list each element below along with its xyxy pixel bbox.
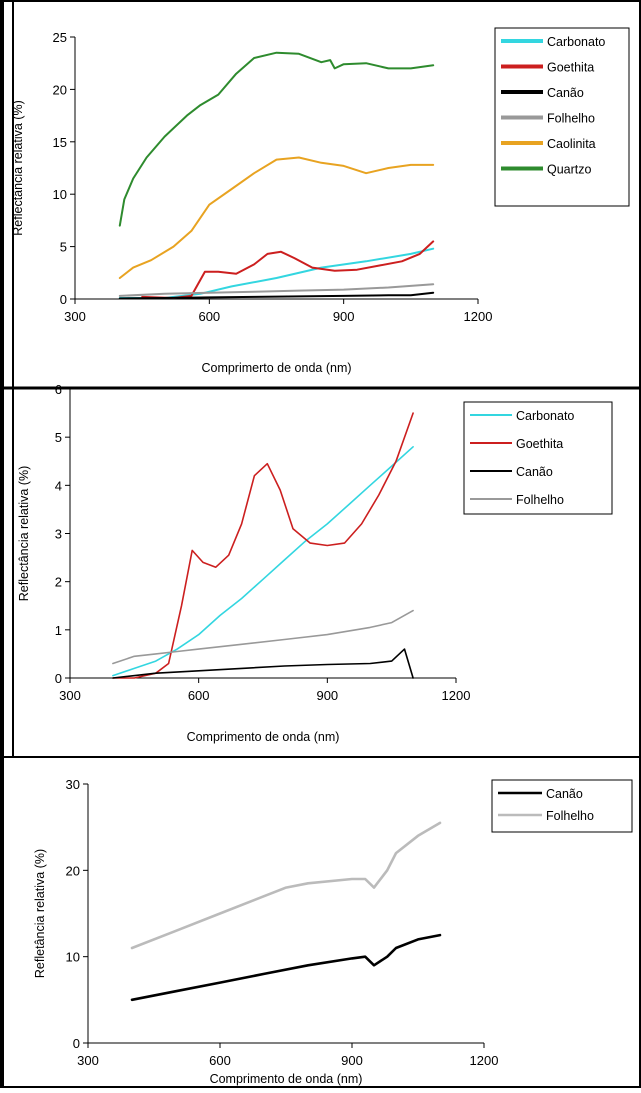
y-tick-label: 0 [73,1036,80,1051]
chart-1: 300 600 900 1200 0 5 10 15 20 25 Comprimerto de on… [11,27,630,375]
y-tick-label: 20 [53,82,67,97]
y-tick-label: 25 [53,30,67,45]
y-tick-label: 0 [60,292,67,307]
series-line-folhelho [112,609,414,665]
legend-label: Caolinita [547,137,596,151]
legend-label: Carbonato [516,409,574,423]
y-tick-label: 20 [66,863,80,878]
x-tick-label: 300 [64,309,86,324]
x-axis-label: Comprimento de onda (nm) [210,1072,363,1086]
y-tick-label: 2 [55,575,62,590]
x-tick-label: 300 [59,688,81,703]
y-tick-label: 10 [66,950,80,965]
series-line-carbonato [118,247,435,299]
x-tick-label: 600 [198,309,220,324]
y-tick-label: 5 [55,430,62,445]
y-tick-label: 15 [53,135,67,150]
y-axis-label: Refletância relativa (%) [33,849,47,978]
series-line-canão [112,648,414,679]
y-tick-label: 30 [66,777,80,792]
legend-box [491,779,633,833]
legend-label: Folhelho [547,112,595,126]
x-tick-label: 600 [188,688,210,703]
legend-label: Canão [546,787,583,801]
chart-3: 300 600 900 1200 0 10 20 30 Comprimento de onda … [33,777,633,1086]
y-tick-label: 4 [55,478,62,493]
series-line-goethita [112,412,414,679]
series-line-carbonato [112,445,414,677]
series-line-quartzo [118,51,435,227]
x-tick-label: 1200 [442,688,471,703]
legend-label: Goethita [516,437,563,451]
legend-label: Quartzo [547,163,592,177]
series-line-folhelho [130,821,442,950]
legend-label: Folhelho [516,493,564,507]
series-line-canão [118,291,435,300]
series-line-canão [130,933,442,1002]
x-tick-label: 1200 [470,1053,499,1068]
x-axis-label: Comprimerto de onda (nm) [201,361,351,375]
x-tick-label: 900 [333,309,355,324]
y-tick-label: 1 [55,623,62,638]
y-axis-label: Reflectância relativa (%) [11,100,25,235]
series-line-caolinita [118,156,435,279]
series-line-goethita [141,240,435,299]
legend-label: Canão [516,465,553,479]
y-tick-label: 6 [55,382,62,397]
x-tick-label: 600 [209,1053,231,1068]
x-tick-label: 900 [316,688,338,703]
legend-label: Goethita [547,61,594,75]
chart-2: 300 600 900 1200 0 1 2 3 4 5 6 Comprimento de onda … [17,382,613,744]
x-tick-label: 300 [77,1053,99,1068]
y-tick-label: 0 [55,671,62,686]
x-tick-label: 900 [341,1053,363,1068]
legend-label: Carbonato [547,35,605,49]
legend-box [463,401,613,515]
y-tick-label: 3 [55,527,62,542]
y-tick-label: 10 [53,187,67,202]
y-axis-label: Reflectância relativa (%) [17,466,31,601]
legend-label: Folhelho [546,809,594,823]
x-tick-label: 1200 [464,309,493,324]
y-tick-label: 5 [60,240,67,255]
series-line-folhelho [118,283,435,297]
legend-label: Canão [547,86,584,100]
x-axis-label: Comprimento de onda (nm) [187,730,340,744]
